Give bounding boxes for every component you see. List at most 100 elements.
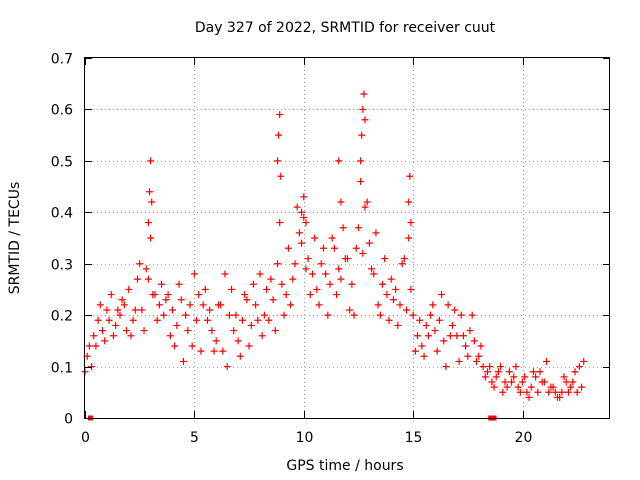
data-point: [363, 198, 371, 206]
data-point: [158, 280, 166, 288]
data-point: [394, 321, 402, 329]
data-point: [219, 347, 227, 355]
data-point: [147, 234, 155, 242]
data-point: [453, 332, 461, 340]
data-point: [245, 342, 253, 350]
data-point: [271, 327, 279, 335]
x-axis-label: GPS time / hours: [286, 458, 403, 474]
data-point: [315, 301, 323, 309]
data-point: [346, 306, 354, 314]
data-point: [302, 219, 310, 227]
data-point: [125, 285, 133, 293]
data-point: [508, 378, 516, 386]
data-point: [276, 111, 284, 119]
data-point: [468, 311, 476, 319]
y-tick-label: 0: [64, 412, 73, 428]
data-point: [429, 301, 437, 309]
data-points: [81, 90, 588, 421]
data-point: [140, 327, 148, 335]
data-point: [223, 363, 231, 371]
data-point: [304, 255, 312, 263]
data-point: [162, 296, 170, 304]
data-point: [144, 275, 152, 283]
data-point: [184, 327, 192, 335]
data-point: [407, 219, 415, 227]
data-point: [142, 265, 150, 273]
data-point: [529, 368, 537, 376]
data-point: [335, 265, 343, 273]
data-point: [357, 177, 365, 185]
data-point: [479, 363, 487, 371]
data-point: [169, 306, 176, 314]
chart-title: Day 327 of 2022, SRMTID for receiver cuu…: [195, 20, 496, 36]
data-point: [459, 332, 467, 340]
data-point: [354, 224, 362, 232]
data-point: [361, 116, 369, 124]
data-point: [92, 342, 100, 350]
data-point: [136, 260, 144, 268]
y-tick-label: 0.1: [51, 361, 73, 377]
data-point: [409, 311, 417, 319]
data-point: [556, 393, 564, 401]
data-point: [484, 368, 491, 376]
data-point: [311, 234, 319, 242]
data-point: [282, 291, 290, 299]
data-point: [519, 378, 526, 386]
data-point: [525, 393, 533, 401]
data-point: [146, 188, 154, 196]
data-point: [521, 373, 529, 381]
data-point: [256, 270, 264, 278]
data-point: [368, 265, 376, 273]
data-point: [267, 275, 275, 283]
data-point: [232, 311, 240, 319]
data-point: [431, 327, 439, 335]
data-point: [313, 285, 321, 293]
data-point: [276, 219, 284, 227]
data-point: [302, 265, 310, 273]
data-point: [228, 285, 236, 293]
axis-ticks: 0 0.1 0.2 0.3 0.4 0.5 0.6 0.7 0 5 10 15 20: [51, 52, 610, 446]
x-tick-label: 10: [296, 430, 314, 446]
data-point: [523, 388, 531, 396]
grid: [85, 58, 610, 418]
data-point: [398, 260, 406, 268]
data-point: [306, 291, 314, 299]
y-tick-label: 0.6: [51, 103, 73, 119]
data-point: [333, 291, 341, 299]
data-point: [99, 327, 106, 335]
data-point: [188, 342, 196, 350]
data-point: [149, 291, 157, 299]
data-point: [94, 316, 102, 324]
data-point: [280, 311, 288, 319]
data-point: [175, 280, 183, 288]
data-point: [350, 311, 358, 319]
data-point: [396, 301, 404, 309]
data-point: [360, 90, 368, 98]
data-point: [543, 357, 551, 365]
data-point: [114, 306, 122, 314]
data-point: [383, 291, 391, 299]
data-point: [116, 311, 124, 319]
data-point: [416, 316, 424, 324]
data-point: [455, 357, 463, 365]
data-point: [497, 363, 505, 371]
y-tick-label: 0.4: [51, 206, 73, 222]
data-point: [96, 301, 104, 309]
data-point: [206, 306, 214, 314]
data-point: [225, 311, 233, 319]
data-point: [182, 311, 190, 319]
data-point: [470, 337, 478, 345]
data-point: [569, 378, 577, 386]
data-point: [407, 285, 415, 293]
data-point: [449, 321, 456, 329]
data-point: [210, 347, 218, 355]
data-point: [376, 311, 384, 319]
data-point: [90, 332, 98, 340]
data-point: [538, 378, 546, 386]
data-point: [107, 291, 115, 299]
data-point: [179, 357, 187, 365]
data-point: [464, 352, 472, 360]
data-point: [379, 280, 386, 288]
data-point: [287, 301, 295, 309]
